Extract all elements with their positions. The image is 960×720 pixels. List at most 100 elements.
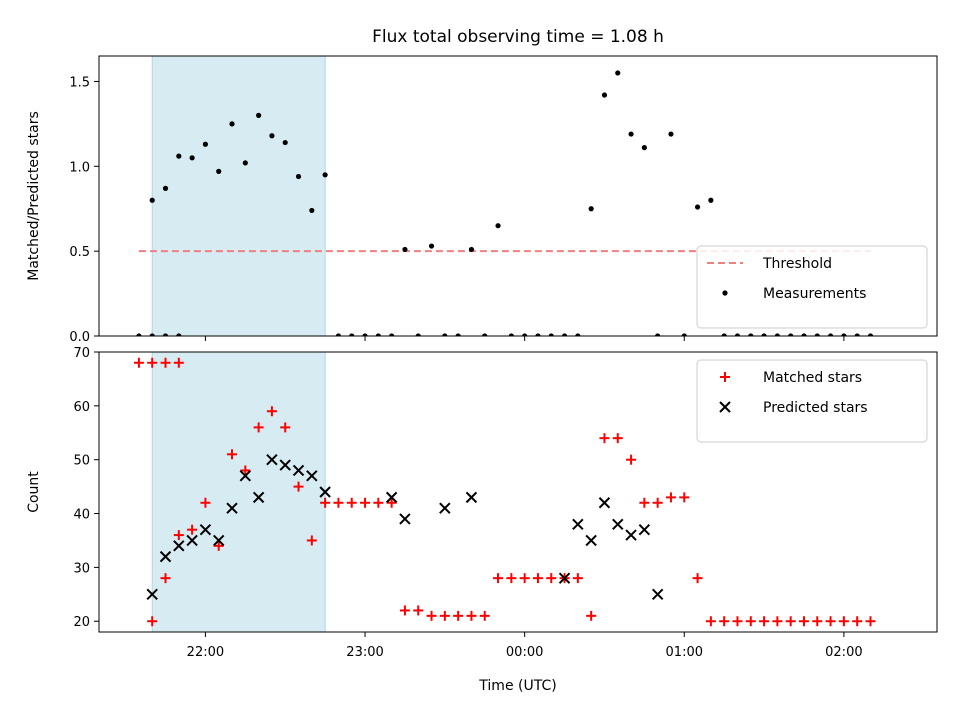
measurement-point [256,112,262,118]
measurement-point [694,204,701,210]
measurement-point [561,333,568,336]
matched-star-point [705,616,716,627]
matched-star-point [732,616,743,627]
figure-title: Flux total observing time = 1.08 h [372,27,664,47]
matched-star-point [266,406,277,417]
predicted-star-point [239,470,252,482]
measurement-point [575,333,581,336]
measurement-point [761,333,767,336]
matched-star-point [133,357,144,368]
measurement-point [269,133,275,139]
predicted-star-point [638,523,651,536]
matched-star-point [426,610,437,621]
matched-star-point [160,357,171,368]
y-tick-label: 70 [73,346,90,361]
y-axis-label: Matched/Predicted stars [26,111,42,281]
legend-entry-label: Threshold [762,256,832,272]
measurement-point [601,92,608,98]
matched-star-point [745,616,756,627]
matched-star-point [360,497,371,508]
measurement-point [402,246,408,253]
legend: Threshold Measurements [696,245,928,329]
series-predicted-stars [146,453,664,601]
y-tick-label: 30 [73,561,90,576]
measurement-point [162,333,169,336]
x-tick-label: 22:00 [187,645,224,660]
axes-frame [98,351,938,633]
plot-area [133,357,876,627]
matched-star-point [439,610,450,621]
matched-star-point [346,497,357,508]
matched-star-point [240,465,251,476]
axes-frame [98,55,938,337]
matched-star-point [386,497,397,508]
measurement-point [522,333,528,336]
measurement-point [641,145,647,151]
measurement-point [189,155,195,161]
matched-star-point [812,616,823,627]
matched-star-point [679,492,690,503]
measurement-point [389,333,395,336]
measurement-point [801,333,807,336]
predicted-star-point [252,491,265,504]
matched-star-point [493,573,504,584]
measurement-point [508,333,514,336]
predicted-star-point [612,518,624,531]
x-tick-label: 01:00 [666,645,703,660]
predicted-star-point [585,534,597,547]
matched-star-point [160,573,171,584]
measurement-point [428,243,435,249]
measurement-point [176,153,182,159]
measurement-point [455,333,461,336]
measurement-point [708,197,714,203]
matched-star-point [466,610,477,621]
bottom-panel: 20 30 40 50 60 70 22:00 23:00 00:00 01:00 02:00 Cou… [26,346,938,660]
legend-entry-label: Predicted stars [763,400,868,416]
matched-star-point [147,616,158,627]
matched-star-point [213,540,224,551]
measurement-point [322,172,328,178]
measurement-point [774,333,780,336]
matched-star-point [612,433,623,444]
matched-star-point [413,605,424,616]
predicted-star-point [399,513,411,525]
measurement-point [149,333,155,336]
shaded-region [151,55,326,337]
matched-star-point [719,616,730,627]
matched-star-point [852,616,863,627]
matched-star-point [399,605,410,616]
matched-star-point [532,573,543,584]
measurement-point [362,333,368,336]
matched-star-point [227,449,238,460]
legend-matched-swatch [720,372,730,382]
measurement-point [468,246,475,253]
predicted-star-point [266,453,278,466]
y-tick-label: 60 [73,400,90,415]
series-measurements [136,70,874,336]
measurement-point [721,333,727,336]
matched-star-point [173,357,184,368]
predicted-star-point [319,486,331,498]
legend-box [696,359,928,443]
predicted-star-point [173,540,185,552]
measurement-point [202,141,209,147]
measurement-point [867,333,874,336]
matched-star-point [825,616,836,627]
x-tick-label: 00:00 [506,645,543,660]
matched-star-point [759,616,770,627]
measurement-point [375,333,381,336]
measurement-point [442,333,448,336]
predicted-star-point [213,534,225,547]
measurement-point [229,121,235,127]
series-matched-stars [133,357,876,627]
matched-star-point [253,422,264,433]
predicted-star-point [292,464,305,477]
measurement-point [295,173,302,180]
y-tick-label: 50 [73,454,90,469]
matched-star-point [373,497,384,508]
matched-star-point [280,422,291,433]
top-panel: 0.0 0.5 1.0 1.5 Matched/Predicted stars Thres… [26,55,938,345]
matched-star-point [506,573,517,584]
matched-star-point [173,530,184,541]
